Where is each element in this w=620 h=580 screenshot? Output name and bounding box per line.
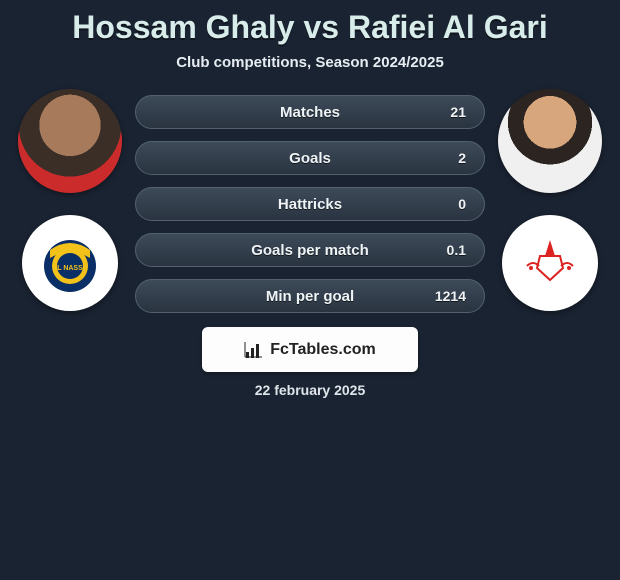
bar-chart-icon [244, 340, 264, 360]
stat-label: Goals [289, 150, 331, 167]
stat-row-goals: Goals 2 [135, 141, 485, 175]
player2-avatar [498, 89, 602, 193]
stat-label: Matches [280, 104, 340, 121]
player1-avatar [18, 89, 122, 193]
club2-badge-icon [515, 228, 585, 298]
stat-row-goals-per-match: Goals per match 0.1 [135, 233, 485, 267]
stat-row-hattricks: Hattricks 0 [135, 187, 485, 221]
player-left-column: AL NASSR [15, 89, 125, 311]
stat-right-value: 2 [426, 150, 466, 166]
player2-name: Rafiei Al Gari [348, 9, 548, 45]
brand-label: FcTables.com [270, 341, 376, 359]
subtitle: Club competitions, Season 2024/2025 [10, 54, 610, 71]
stat-right-value: 0 [426, 196, 466, 212]
player-right-column [495, 89, 605, 311]
al-nassr-badge-icon: AL NASSR [35, 228, 105, 298]
stat-label: Goals per match [251, 242, 369, 259]
stat-label: Min per goal [266, 288, 354, 305]
comparison-card: Hossam Ghaly vs Rafiei Al Gari Club comp… [0, 0, 620, 408]
date-line: 22 february 2025 [10, 382, 610, 398]
player2-club-badge [502, 215, 598, 311]
stats-column: Matches 21 Goals 2 Hattricks 0 Goals per… [135, 89, 485, 313]
main-row: AL NASSR Matches 21 Goals 2 Hattricks 0 [10, 89, 610, 313]
stat-right-value: 1214 [426, 288, 466, 304]
vs-separator: vs [303, 9, 339, 45]
brand-card[interactable]: FcTables.com [202, 327, 418, 372]
stat-row-min-per-goal: Min per goal 1214 [135, 279, 485, 313]
stat-label: Hattricks [278, 196, 342, 213]
player1-club-badge: AL NASSR [22, 215, 118, 311]
svg-text:AL NASSR: AL NASSR [52, 265, 88, 272]
stat-right-value: 21 [426, 104, 466, 120]
stat-row-matches: Matches 21 [135, 95, 485, 129]
stat-right-value: 0.1 [426, 242, 466, 258]
player1-name: Hossam Ghaly [72, 9, 294, 45]
page-title: Hossam Ghaly vs Rafiei Al Gari [10, 9, 610, 46]
